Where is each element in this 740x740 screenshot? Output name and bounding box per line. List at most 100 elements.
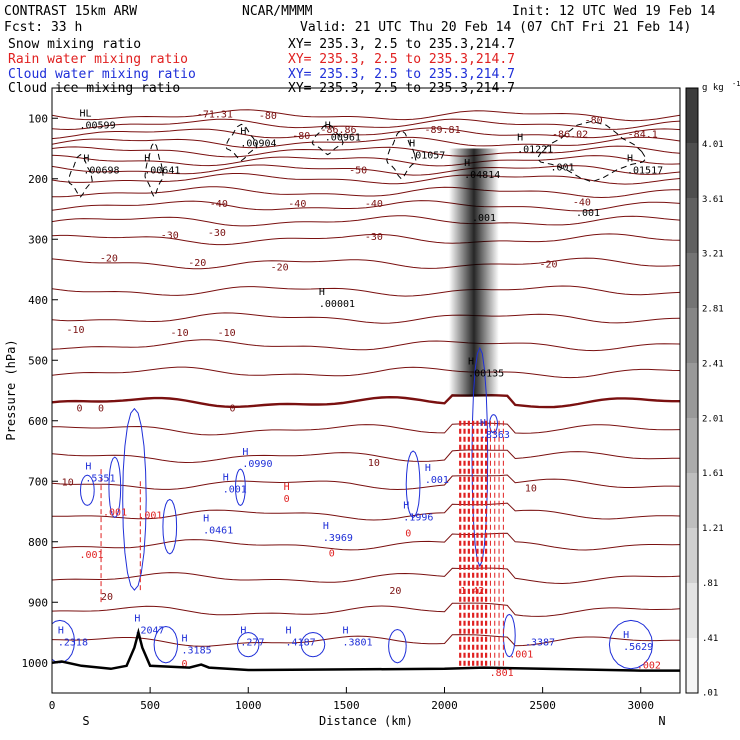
isotherm-label: -30 — [161, 230, 179, 241]
extremum-value: .00698 — [83, 166, 119, 177]
y-tick-label: 400 — [28, 294, 48, 307]
extremum-value: .01057 — [409, 151, 445, 162]
isotherm-line — [52, 136, 680, 149]
extremum-value: .00961 — [325, 132, 361, 143]
isotherm-line — [52, 173, 680, 185]
cloud-ice-contour — [225, 123, 258, 162]
terrain-line — [52, 627, 680, 672]
colorbar-tick-label: 1.61 — [702, 469, 724, 479]
isotherm-label: -80 — [585, 115, 603, 126]
colorbar-units-exponent: -1 — [732, 80, 740, 88]
colorbar-segment — [686, 528, 698, 584]
isotherm-line — [52, 200, 680, 212]
extremum-value: .3969 — [323, 533, 353, 544]
cloud-water-contour — [52, 619, 76, 664]
isotherm-line — [52, 127, 680, 140]
isotherm-label: -40 — [365, 199, 383, 210]
extremum-marker: H — [464, 158, 470, 169]
colorbar-segment — [686, 198, 698, 254]
y-tick-label: 600 — [28, 415, 48, 428]
x-tick-label: 500 — [140, 699, 160, 712]
extremum-marker: H — [627, 154, 633, 165]
isotherm-label: -20 — [100, 253, 118, 264]
extremum-value: .01517 — [627, 166, 663, 177]
rain-label: .001 — [103, 508, 127, 519]
rain-label: .001 — [509, 650, 533, 661]
isotherm-label: -50 — [349, 166, 367, 177]
x-end-label-north: N — [658, 714, 665, 728]
plot-frame — [51, 87, 681, 694]
y-tick-label: 700 — [28, 475, 48, 488]
extremum-marker: H — [323, 521, 329, 532]
isotherm-line — [52, 109, 680, 122]
isotherm-label: -40 — [288, 199, 306, 210]
snow-shading-column — [448, 148, 499, 397]
extremum-value: .277 — [240, 638, 264, 649]
x-tick-label: 0 — [49, 699, 56, 712]
extremum-value: .001 — [550, 163, 574, 174]
cloud-water-contour — [471, 346, 489, 568]
extremum-marker: H — [517, 133, 523, 144]
colorbar-frame — [685, 87, 699, 694]
cloud-water-contour — [79, 474, 95, 506]
isotherm-label: 0 — [76, 403, 82, 414]
isotherm-label: -84.1 — [628, 129, 658, 140]
isotherm-line — [52, 215, 680, 227]
extremum-marker: H — [240, 626, 246, 637]
isotherm-label: 0 — [230, 403, 236, 414]
extremum-value: .001 — [425, 475, 449, 486]
legend-snow-xy: XY= 235.3, 2.5 to 235.3,214.7 — [288, 37, 515, 52]
extremum-value: .001 — [472, 213, 496, 224]
rain-label: 1.42 — [460, 586, 484, 597]
isotherm-line — [52, 285, 680, 297]
colorbar-tick-label: 3.21 — [702, 250, 724, 260]
colorbar-segment — [686, 473, 698, 529]
cloud-water-contour — [122, 407, 147, 591]
center-name: NCAR/MMMM — [242, 4, 313, 19]
isotherm-label: 10 — [368, 458, 380, 469]
cloud-water-contour — [108, 456, 122, 519]
x-axis-title: Distance (km) — [319, 714, 413, 728]
isotherm-line — [52, 154, 680, 167]
x-tick-label: 2000 — [431, 699, 458, 712]
legend-cloud-water-label: Cloud water mixing ratio — [8, 67, 196, 82]
x-end-label-south: S — [82, 714, 89, 728]
extremum-value: .00599 — [79, 120, 115, 131]
extremum-value: .3801 — [342, 638, 372, 649]
colorbar-tick-label: 1.21 — [702, 524, 724, 534]
rain-label: .002 — [637, 661, 661, 672]
extremum-marker: H — [319, 287, 325, 298]
cloud-ice-contour — [311, 123, 344, 156]
cloud-water-contour — [162, 498, 178, 555]
isotherm-label: 20 — [101, 592, 113, 603]
x-tick-label: 1500 — [333, 699, 360, 712]
colorbar-segment — [686, 253, 698, 309]
colorbar-tick-label: .41 — [702, 634, 718, 644]
y-tick-label: 900 — [28, 596, 48, 609]
isotherm-line — [52, 449, 680, 464]
isotherm-line — [52, 502, 680, 521]
legend-snow-label: Snow mixing ratio — [8, 37, 142, 52]
valid-time: Valid: 21 UTC Thu 20 Feb 14 (07 ChT Fri … — [300, 20, 692, 35]
forecast-hour: Fcst: 33 h — [4, 20, 83, 35]
isotherm-line — [52, 532, 680, 551]
isotherm-label: -20 — [539, 259, 557, 270]
extremum-marker: HL — [79, 108, 91, 119]
colorbar-segment — [686, 308, 698, 364]
colorbar-segment — [686, 88, 698, 144]
extremum-marker: H — [425, 463, 431, 474]
extremum-marker: H — [480, 418, 486, 429]
extremum-marker: H — [182, 633, 188, 644]
cloud-water-contour — [236, 631, 260, 658]
isotherm-line — [52, 312, 680, 324]
isotherm-label: 10 — [525, 483, 537, 494]
extremum-marker: H — [85, 462, 91, 473]
isotherm-line — [52, 393, 680, 409]
isotherm-label: 10 — [62, 477, 74, 488]
isotherm-label: -30 — [208, 228, 226, 239]
extremum-value: .8363 — [480, 430, 510, 441]
isotherm-label: -80 — [292, 131, 310, 142]
isotherm-label: -30 — [365, 232, 383, 243]
extremum-marker: H — [403, 500, 409, 511]
